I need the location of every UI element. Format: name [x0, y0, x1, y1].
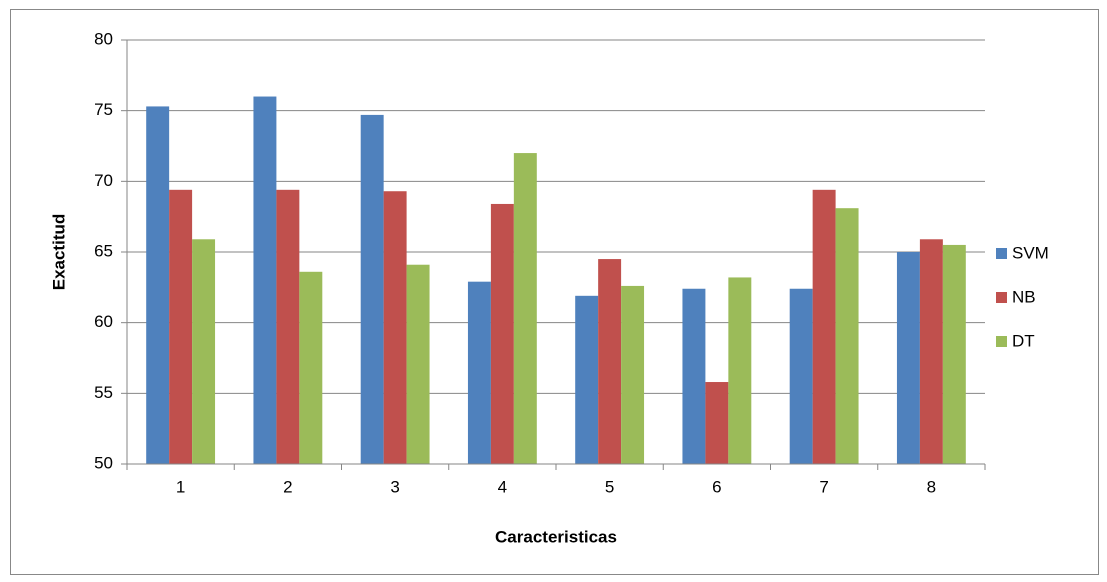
y-tick-label: 70 — [94, 171, 113, 190]
x-tick-label: 7 — [819, 477, 828, 496]
legend-label: DT — [1012, 331, 1035, 350]
bar — [835, 208, 859, 464]
legend-swatch — [996, 248, 1007, 259]
y-tick-label: 60 — [94, 312, 113, 331]
bar — [789, 288, 813, 464]
y-axis-label: Exactitud — [49, 214, 68, 291]
bar — [406, 264, 430, 464]
bar — [360, 114, 384, 464]
bar — [299, 271, 323, 464]
bar — [621, 285, 645, 464]
x-tick-label: 1 — [176, 477, 185, 496]
bar — [598, 259, 622, 464]
legend-label: NB — [1012, 287, 1036, 306]
x-tick-label: 6 — [712, 477, 721, 496]
bar — [383, 191, 407, 464]
bar — [682, 288, 706, 464]
bar — [812, 189, 836, 464]
y-tick-label: 50 — [94, 453, 113, 472]
bar — [513, 153, 537, 465]
x-axis-label: Caracteristicas — [495, 527, 617, 546]
x-tick-label: 2 — [283, 477, 292, 496]
bar — [192, 239, 216, 464]
x-tick-label: 5 — [605, 477, 614, 496]
x-tick-label: 4 — [498, 477, 507, 496]
y-tick-label: 65 — [94, 241, 113, 260]
legend-swatch — [996, 336, 1007, 347]
bar — [705, 382, 729, 464]
legend-swatch — [996, 292, 1007, 303]
bar — [896, 252, 920, 464]
bar — [467, 281, 491, 464]
y-tick-label: 75 — [94, 100, 113, 119]
bar — [942, 244, 966, 464]
bar — [575, 295, 599, 464]
bar — [169, 189, 193, 464]
x-tick-label: 3 — [390, 477, 399, 496]
bar — [919, 239, 943, 464]
y-tick-label: 55 — [94, 383, 113, 402]
bar — [490, 203, 514, 465]
legend-label: SVM — [1012, 243, 1049, 262]
bar — [146, 106, 170, 464]
bar — [728, 277, 752, 464]
bar — [253, 96, 277, 465]
y-tick-label: 80 — [94, 29, 113, 48]
x-tick-label: 8 — [927, 477, 936, 496]
bar — [276, 189, 300, 464]
